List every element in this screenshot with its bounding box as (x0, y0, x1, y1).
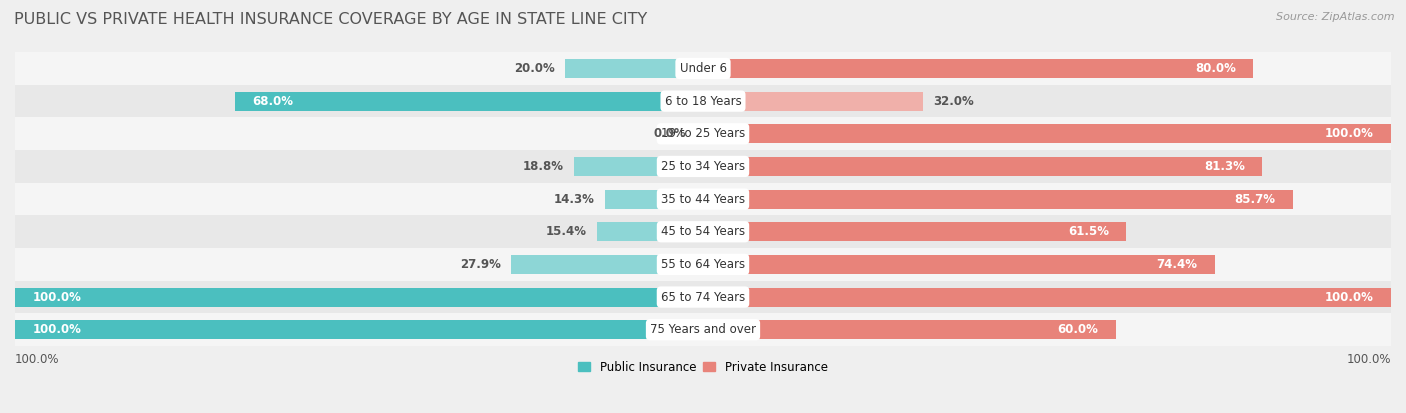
Bar (703, 59, 1253, 78)
Bar (703, 124, 1391, 143)
Bar (15, 287, 703, 306)
Bar (703, 287, 1391, 306)
Text: 25 to 34 Years: 25 to 34 Years (661, 160, 745, 173)
Bar (15, 150, 1391, 183)
Bar (15, 85, 1391, 117)
Text: 60.0%: 60.0% (1057, 323, 1098, 336)
Bar (235, 92, 703, 111)
Text: 55 to 64 Years: 55 to 64 Years (661, 258, 745, 271)
Text: 0.0%: 0.0% (654, 127, 686, 140)
Text: 61.5%: 61.5% (1069, 225, 1109, 238)
Bar (700, 124, 703, 143)
Bar (15, 216, 1391, 248)
Text: 18.8%: 18.8% (523, 160, 564, 173)
Text: 100.0%: 100.0% (1347, 353, 1391, 366)
Bar (15, 52, 1391, 85)
Text: PUBLIC VS PRIVATE HEALTH INSURANCE COVERAGE BY AGE IN STATE LINE CITY: PUBLIC VS PRIVATE HEALTH INSURANCE COVER… (14, 12, 647, 27)
Text: 100.0%: 100.0% (1324, 291, 1374, 304)
Bar (15, 183, 1391, 216)
Bar (703, 222, 1126, 241)
Text: 68.0%: 68.0% (252, 95, 294, 108)
Bar (15, 248, 1391, 281)
Text: 15.4%: 15.4% (546, 225, 586, 238)
Text: 45 to 54 Years: 45 to 54 Years (661, 225, 745, 238)
Bar (15, 281, 1391, 313)
Text: 100.0%: 100.0% (1324, 127, 1374, 140)
Text: 100.0%: 100.0% (15, 353, 59, 366)
Bar (703, 255, 1215, 274)
Bar (703, 92, 924, 111)
Text: 27.9%: 27.9% (460, 258, 501, 271)
Text: Source: ZipAtlas.com: Source: ZipAtlas.com (1277, 12, 1395, 22)
Bar (574, 157, 703, 176)
Bar (703, 157, 1263, 176)
Text: 32.0%: 32.0% (934, 95, 974, 108)
Text: 14.3%: 14.3% (554, 192, 595, 206)
Legend: Public Insurance, Private Insurance: Public Insurance, Private Insurance (574, 356, 832, 378)
Bar (15, 320, 703, 339)
Text: 19 to 25 Years: 19 to 25 Years (661, 127, 745, 140)
Text: 80.0%: 80.0% (1195, 62, 1236, 75)
Text: 6 to 18 Years: 6 to 18 Years (665, 95, 741, 108)
Bar (598, 222, 703, 241)
Bar (15, 117, 1391, 150)
Text: 100.0%: 100.0% (32, 291, 82, 304)
Bar (605, 190, 703, 209)
Bar (703, 320, 1116, 339)
Text: 85.7%: 85.7% (1234, 192, 1275, 206)
Text: 74.4%: 74.4% (1157, 258, 1198, 271)
Text: 75 Years and over: 75 Years and over (650, 323, 756, 336)
Text: 100.0%: 100.0% (32, 323, 82, 336)
Bar (510, 255, 703, 274)
Text: 35 to 44 Years: 35 to 44 Years (661, 192, 745, 206)
Bar (565, 59, 703, 78)
Text: 81.3%: 81.3% (1205, 160, 1246, 173)
Text: 65 to 74 Years: 65 to 74 Years (661, 291, 745, 304)
Text: Under 6: Under 6 (679, 62, 727, 75)
Bar (703, 190, 1292, 209)
Bar (15, 313, 1391, 346)
Text: 20.0%: 20.0% (515, 62, 555, 75)
